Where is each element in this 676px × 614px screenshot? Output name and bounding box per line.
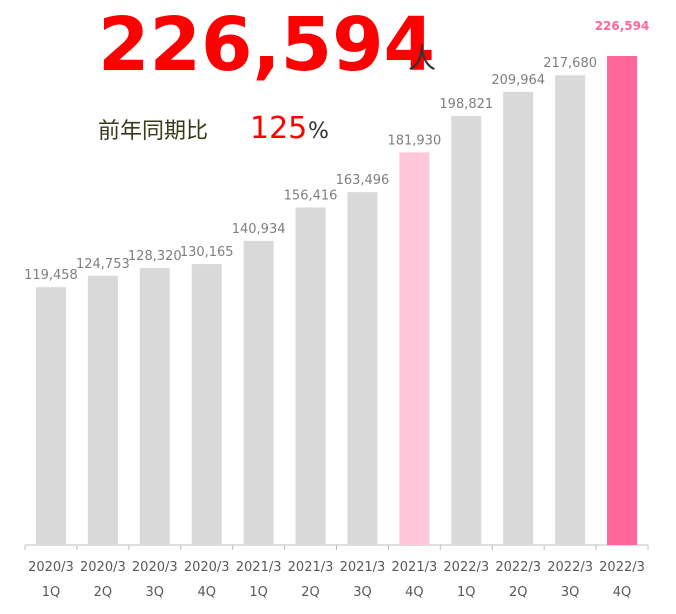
value-label: 124,753 (76, 257, 130, 272)
bar (451, 115, 482, 546)
bar (347, 192, 378, 545)
headline-value: 226,594 (98, 2, 435, 88)
value-label: 140,934 (232, 222, 286, 237)
x-tick-label: 2022/3 (599, 560, 645, 575)
x-tick-label: 2020/3 (184, 560, 230, 575)
bar (503, 91, 534, 546)
bar (607, 56, 638, 545)
x-tick-label: 2022/3 (495, 560, 541, 575)
comparison-label: 前年同期比 (98, 119, 208, 144)
bar (35, 287, 66, 545)
headline-unit: 人 (408, 42, 436, 75)
comparison-unit: % (308, 119, 329, 144)
value-label: 181,930 (387, 133, 441, 148)
x-tick-label: 2021/3 (236, 560, 282, 575)
x-tick-label: 2020/3 (80, 560, 126, 575)
x-tick-label: 4Q (405, 585, 424, 600)
bar (87, 275, 118, 545)
comparison-value: 125 (250, 111, 307, 146)
value-label: 209,964 (491, 73, 545, 88)
bar (243, 240, 274, 545)
x-tick-label: 2021/3 (288, 560, 334, 575)
x-tick-label: 2021/3 (392, 560, 438, 575)
value-label: 119,458 (24, 268, 78, 283)
x-tick-label: 4Q (613, 585, 632, 600)
value-label: 163,496 (336, 173, 390, 188)
x-tick-label: 3Q (561, 585, 580, 600)
x-tick-label: 1Q (42, 585, 61, 600)
value-label: 217,680 (543, 56, 597, 71)
x-tick-label: 3Q (353, 585, 372, 600)
value-label: 128,320 (128, 249, 182, 264)
bar (295, 207, 326, 545)
value-label: 156,416 (284, 188, 338, 203)
x-tick-label: 2Q (94, 585, 113, 600)
x-tick-label: 2022/3 (547, 560, 593, 575)
bar (399, 152, 430, 546)
value-label: 198,821 (439, 97, 493, 112)
x-tick-label: 2022/3 (443, 560, 489, 575)
value-label: 130,165 (180, 245, 234, 260)
x-tick-label: 1Q (249, 585, 268, 600)
x-tick-label: 4Q (197, 585, 216, 600)
x-tick-label: 2Q (301, 585, 320, 600)
bar (191, 264, 222, 545)
bar (555, 75, 586, 545)
x-tick-label: 1Q (457, 585, 476, 600)
x-tick-label: 2021/3 (340, 560, 386, 575)
x-tick-label: 2020/3 (28, 560, 74, 575)
value-label: 226,594 (595, 19, 650, 33)
x-tick-label: 2020/3 (132, 560, 178, 575)
x-tick-label: 3Q (146, 585, 165, 600)
x-tick-label: 2Q (509, 585, 528, 600)
bar (139, 268, 170, 545)
